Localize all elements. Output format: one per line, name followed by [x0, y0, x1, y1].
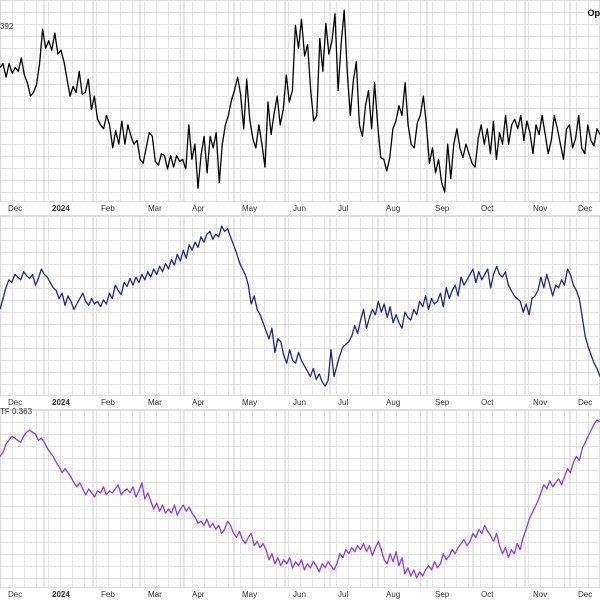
x-tick-label: Oct	[481, 398, 494, 407]
x-tick-label: Jul	[338, 204, 348, 213]
x-tick-label: May	[242, 590, 257, 599]
x-tick-label: Dec	[578, 590, 592, 599]
x-tick-label: Feb	[101, 204, 115, 213]
x-tick-label: Dec	[8, 590, 22, 599]
x-tick-label: Feb	[101, 398, 115, 407]
x-tick-label: Mar	[148, 398, 162, 407]
x-tick-label: Dec	[578, 398, 592, 407]
x-tick-label: Nov	[533, 398, 547, 407]
panel-label-1: 392	[0, 22, 14, 31]
chart-panel-2: Dec 2024 Feb Mar Apr May Jun Jul Aug Sep Oct Nov Dec	[0, 216, 600, 408]
panel-label-3: TF 0.363	[0, 407, 33, 416]
x-tick-label: 2024	[52, 590, 70, 599]
x-tick-label: Dec	[8, 398, 22, 407]
x-tick-label: May	[242, 398, 257, 407]
x-tick-label: Jul	[338, 398, 348, 407]
x-tick-label: Sep	[435, 590, 450, 599]
corner-label: Op	[588, 8, 600, 18]
x-tick-label: 2024	[52, 204, 70, 213]
x-tick-label: Oct	[481, 590, 494, 599]
x-tick-label: Sep	[435, 204, 450, 213]
chart-panel-3: Dec 2024 Feb Mar Apr May Jun Jul Aug Sep Oct Nov Dec…	[0, 407, 600, 600]
x-tick-label: Feb	[101, 590, 115, 599]
x-tick-label: Mar	[148, 204, 162, 213]
x-tick-label: Mar	[148, 590, 162, 599]
x-tick-label: Dec	[8, 204, 22, 213]
x-tick-label: Sep	[435, 398, 450, 407]
x-tick-label: Apr	[192, 590, 205, 599]
x-tick-label: Aug	[386, 590, 400, 599]
x-tick-label: May	[242, 204, 257, 213]
x-tick-label: Jul	[338, 590, 348, 599]
x-tick-label: Nov	[533, 590, 547, 599]
x-tick-label: Oct	[481, 204, 494, 213]
x-tick-label: Aug	[386, 398, 400, 407]
x-tick-label: Jun	[293, 204, 306, 213]
chart-panel-1: Dec 2024 Feb Mar Apr May Jun Jul Aug Sep Oct Nov Dec…	[0, 0, 600, 214]
x-tick-label: Nov	[533, 204, 547, 213]
x-tick-label: Jun	[293, 590, 306, 599]
x-tick-label: 2024	[52, 398, 70, 407]
x-tick-label: Dec	[578, 204, 592, 213]
x-tick-label: Aug	[386, 204, 400, 213]
x-tick-label: Apr	[192, 398, 205, 407]
x-tick-label: Apr	[192, 204, 205, 213]
x-tick-label: Jun	[293, 398, 306, 407]
